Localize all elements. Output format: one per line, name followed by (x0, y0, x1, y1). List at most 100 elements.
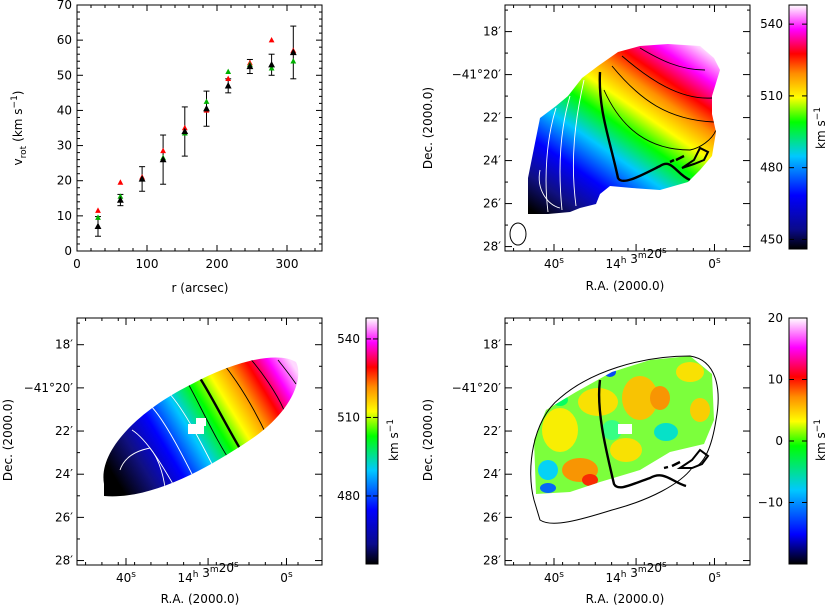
residual-colorbar-label: km s−1 (813, 419, 828, 461)
dec-tick-label: −41°20′ (452, 68, 502, 82)
x-tick-label: 100 (136, 257, 159, 271)
data-point (203, 104, 210, 112)
ra-tick-label: 40s (116, 570, 136, 585)
colorbar-tick-label: 510 (337, 410, 360, 424)
ra-tick-label: 0s (708, 570, 721, 585)
contour-line (611, 65, 715, 123)
model-ra-label: R.A. (2000.0) (161, 592, 240, 606)
ra-tick-label: 14h 3m20s (605, 246, 667, 271)
model-dec-label: Dec. (2000.0) (1, 399, 15, 481)
observed-dec-label: Dec. (2000.0) (421, 87, 435, 169)
observed-ra-label: R.A. (2000.0) (586, 279, 665, 293)
masked-region (196, 418, 206, 426)
contour-line (545, 107, 557, 213)
colorbar-tick-label: 540 (760, 17, 783, 31)
dec-tick-label: 18′ (55, 338, 73, 352)
colorbar-tick-label: 540 (337, 332, 360, 346)
y-tick-label: 70 (57, 0, 72, 12)
residual-ra-label: R.A. (2000.0) (586, 592, 665, 606)
data-point (289, 48, 297, 56)
data-point (268, 36, 275, 43)
data-point (159, 155, 167, 163)
colorbar-tick-label: 0 (775, 434, 783, 448)
model-velocity-map (103, 357, 299, 497)
contour-line (621, 55, 713, 99)
colorbar-tick-label: 480 (337, 489, 360, 503)
dec-tick-label: 24′ (483, 154, 501, 168)
ra-tick-label: 0s (280, 570, 293, 585)
observed-colorbar (788, 4, 808, 250)
contour-line (559, 95, 571, 211)
data-point (246, 62, 254, 70)
y-tick-label: 30 (57, 139, 72, 153)
data-point (181, 124, 188, 131)
observed-map-ticks: 18′ −41°20′ 22′ 24′ 26′ 28′ 40s 14h 3m20s 0s (452, 5, 750, 271)
systemic-velocity-contour (598, 71, 691, 183)
model-colorbar-label: km s−1 (386, 419, 401, 461)
data-point (117, 179, 124, 185)
dec-tick-label: 28′ (55, 554, 73, 568)
contour-line (221, 361, 269, 439)
beam-ellipse (509, 222, 527, 246)
data-point (268, 65, 275, 71)
dec-tick-label: 24′ (483, 467, 501, 481)
rotation-curve-frame (76, 4, 323, 252)
model-colorbar-ticks: 480 510 540 (337, 332, 378, 503)
dec-tick-label: −41°20′ (452, 381, 502, 395)
y-tick-label: 50 (57, 68, 72, 82)
dec-tick-label: 22′ (483, 424, 501, 438)
data-point (290, 58, 297, 64)
dec-tick-label: 22′ (483, 111, 501, 125)
y-axis-label: vrot(km s−1) (10, 90, 29, 165)
residual-dec-label: Dec. (2000.0) (421, 399, 435, 481)
colorbar-tick-label: 450 (760, 232, 783, 246)
contour-line (277, 359, 297, 385)
x-tick-label: 0 (73, 257, 81, 271)
x-tick-label: 200 (206, 257, 229, 271)
data-point (268, 60, 276, 68)
dec-tick-label: 26′ (483, 197, 501, 211)
masked-region (188, 424, 204, 434)
systemic-velocity-contour (597, 379, 687, 489)
x-axis-label: r (arcsec) (172, 281, 229, 295)
rotation-curve-x-ticks: 0 100 200 300 (73, 5, 316, 271)
observed-velocity-panel: 18′ −41°20′ 22′ 24′ 26′ 28′ 40s 14h 3m20s 0s 450… (421, 4, 828, 293)
data-point (203, 98, 210, 104)
dec-tick-label: 28′ (483, 554, 501, 568)
data-point (225, 68, 232, 75)
residual-map-ticks: 18′ −41°20′ 22′ 24′ 26′ 28′ 40s 14h 3m20s 0s (452, 318, 750, 585)
x-tick-label: 300 (276, 257, 299, 271)
rotation-curve-y-ticks: 0 10 20 30 40 50 60 70 (57, 0, 322, 258)
data-point (95, 207, 101, 213)
ra-tick-label: 14h 3m20s (177, 560, 239, 585)
hi-outline (530, 355, 719, 524)
residual-velocity-map (534, 356, 714, 494)
ra-tick-label: 40s (544, 256, 564, 271)
dec-tick-label: 26′ (483, 510, 501, 524)
masked-region (618, 424, 632, 434)
observed-velocity-map (528, 44, 720, 214)
dec-tick-label: 26′ (55, 510, 73, 524)
contour-island (676, 448, 710, 469)
contour-line (639, 47, 706, 71)
colorbar-tick-label: −10 (758, 496, 783, 510)
colorbar-tick-label: 480 (760, 161, 783, 175)
residual-velocity-panel: 18′ −41°20′ 22′ 24′ 26′ 28′ 40s 14h 3m20s 0s −10… (421, 311, 828, 606)
contour-line (538, 169, 561, 209)
dec-tick-label: 18′ (483, 25, 501, 39)
contour-line (603, 89, 717, 151)
data-point (117, 193, 124, 199)
dec-tick-label: 22′ (55, 424, 73, 438)
observed-colorbar-label: km s−1 (813, 107, 828, 149)
data-point (225, 75, 232, 82)
rotation-curve-panel: 0 100 200 300 0 10 20 30 40 50 60 70 r (arcsec) vr… (10, 0, 323, 295)
colorbar-tick-label: 10 (768, 373, 783, 387)
colorbar-tick-label: 510 (760, 89, 783, 103)
y-tick-label: 60 (57, 33, 72, 47)
y-tick-label: 0 (64, 244, 72, 258)
observed-colorbar-ticks: 450 480 510 540 (760, 17, 807, 246)
y-tick-label: 10 (57, 209, 72, 223)
y-tick-label: 40 (57, 103, 72, 117)
dec-tick-label: 24′ (55, 467, 73, 481)
contour-dash (663, 460, 681, 470)
